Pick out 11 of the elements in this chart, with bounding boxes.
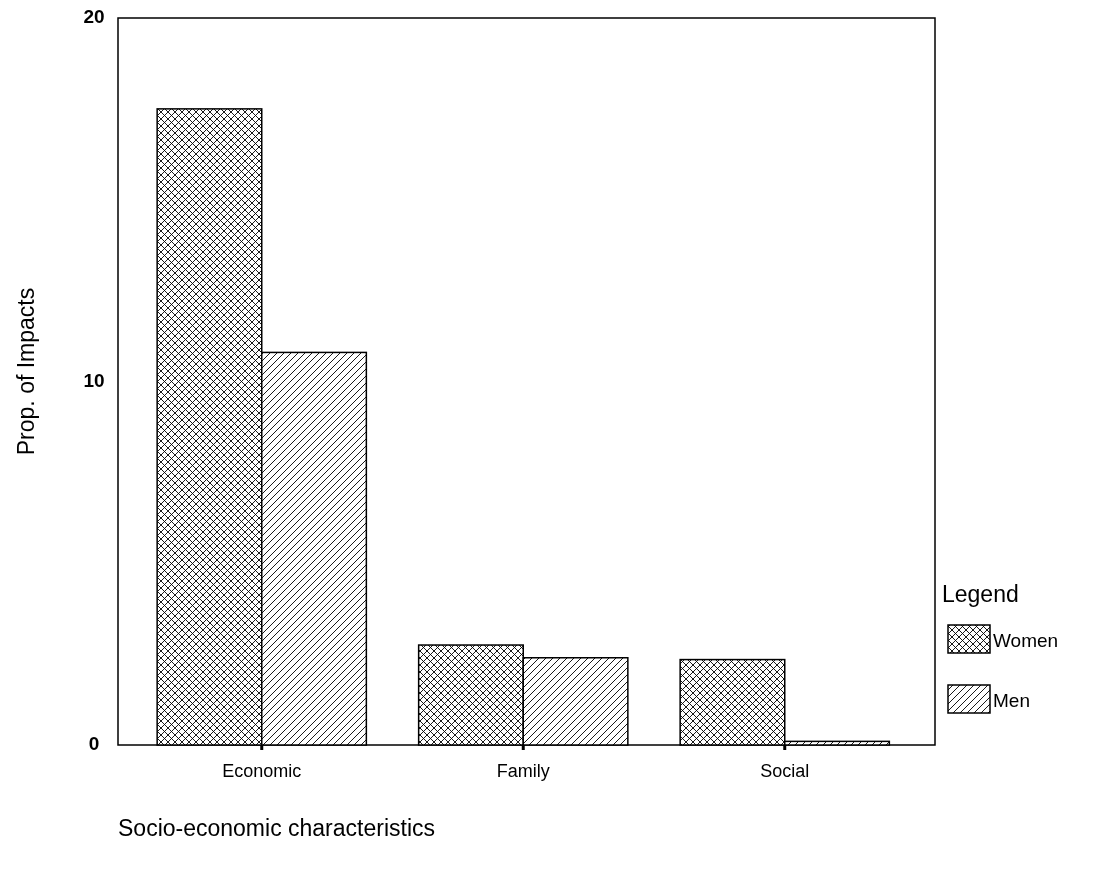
y-tick-label: 10: [83, 369, 105, 391]
x-axis-title: Socio-economic characteristics: [118, 815, 436, 841]
x-tick-label: Social: [760, 761, 810, 781]
y-axis-title: Prop. of Impacts: [13, 287, 39, 456]
x-tick-label: Economic: [222, 761, 302, 781]
legend-title: Legend: [942, 581, 1019, 607]
x-tick-label: Family: [496, 761, 550, 781]
y-tick-label: 0: [88, 733, 100, 755]
legend-label: Women: [993, 630, 1059, 651]
legend-label: Men: [993, 690, 1030, 711]
y-tick-label: 20: [83, 6, 105, 28]
